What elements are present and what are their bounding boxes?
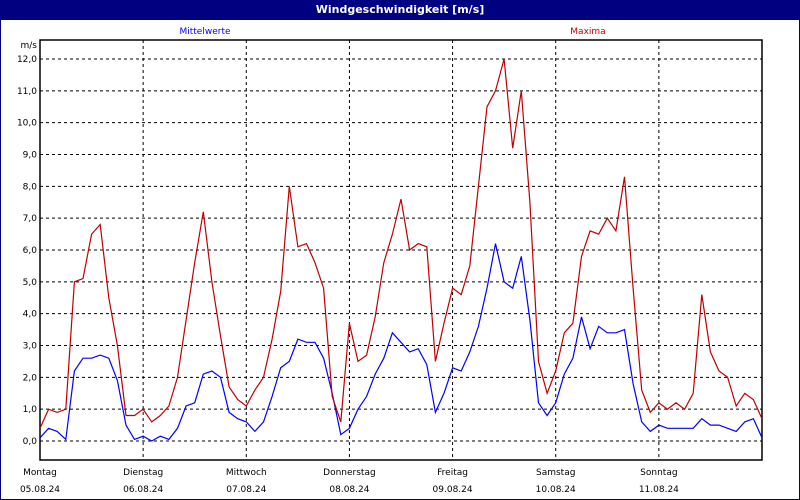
x-tick-date-label: 05.08.24	[20, 485, 60, 495]
y-tick-label: 5,0	[23, 278, 38, 288]
chart-title: Windgeschwindigkeit [m/s]	[0, 0, 800, 20]
x-tick-day-label: Freitag	[437, 468, 468, 478]
x-tick-date-label: 11.08.24	[639, 485, 679, 495]
y-tick-label: 8,0	[23, 182, 38, 192]
x-tick-day-label: Sonntag	[640, 468, 677, 478]
y-tick-label: 3,0	[23, 342, 38, 352]
y-tick-label: 4,0	[23, 310, 38, 320]
y-tick-label: 2,0	[23, 373, 38, 383]
y-axis-unit: m/s	[21, 41, 38, 51]
y-tick-label: 11,0	[17, 87, 37, 97]
series-line-maxima	[39, 58, 763, 429]
x-tick-day-label: Samstag	[536, 468, 575, 478]
y-tick-label: 9,0	[23, 151, 38, 161]
y-tick-label: 6,0	[23, 246, 38, 256]
x-tick-day-label: Dienstag	[123, 468, 163, 478]
legend-entry: Mittelwerte	[179, 27, 230, 37]
x-tick-date-label: 09.08.24	[433, 485, 473, 495]
y-tick-label: 7,0	[23, 214, 38, 224]
y-tick-label: 0,0	[23, 437, 38, 447]
x-tick-day-label: Montag	[23, 468, 57, 478]
x-tick-day-label: Donnerstag	[323, 468, 376, 478]
x-tick-date-label: 10.08.24	[536, 485, 576, 495]
series-line-mittelwerte	[39, 243, 763, 442]
y-tick-label: 12,0	[17, 55, 37, 65]
y-tick-label: 1,0	[23, 405, 38, 415]
x-tick-day-label: Mittwoch	[226, 468, 267, 478]
x-tick-date-label: 06.08.24	[123, 485, 163, 495]
x-tick-date-label: 07.08.24	[226, 485, 266, 495]
x-tick-date-label: 08.08.24	[329, 485, 369, 495]
y-tick-label: 10,0	[17, 119, 37, 129]
legend-entry: Maxima	[570, 27, 605, 37]
